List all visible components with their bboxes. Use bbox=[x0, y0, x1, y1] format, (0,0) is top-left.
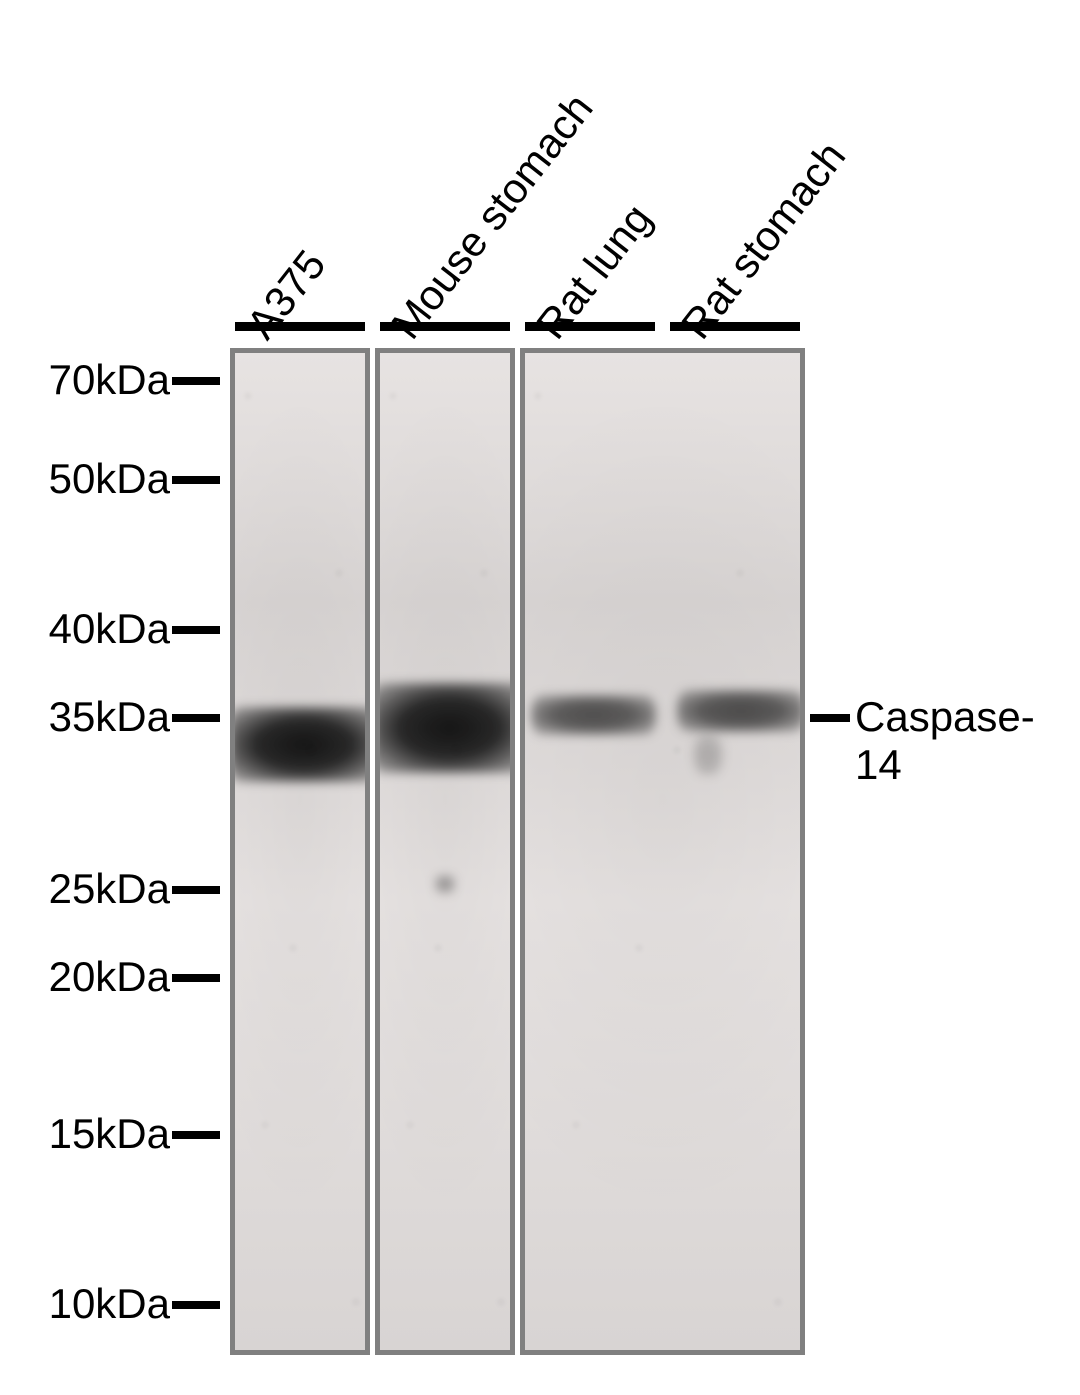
mw-label-0: 70kDa bbox=[0, 356, 170, 404]
mw-tick-3 bbox=[172, 714, 220, 722]
speckle bbox=[573, 1122, 579, 1128]
band-1-1 bbox=[435, 875, 455, 893]
speckle bbox=[674, 747, 680, 753]
protein-label: Caspase-14 bbox=[855, 693, 1080, 789]
speckle bbox=[353, 1299, 359, 1305]
speckle bbox=[481, 570, 487, 576]
mw-label-4: 25kDa bbox=[0, 865, 170, 913]
lane-marker-3 bbox=[670, 322, 800, 331]
speckle bbox=[737, 570, 743, 576]
lane-marker-2 bbox=[525, 322, 655, 331]
speckle bbox=[535, 393, 541, 399]
speckle bbox=[407, 1122, 413, 1128]
speckle bbox=[435, 945, 441, 951]
speckle bbox=[262, 1122, 268, 1128]
band-1-0 bbox=[375, 683, 515, 773]
speckle bbox=[498, 1299, 504, 1305]
mw-tick-2 bbox=[172, 626, 220, 634]
blot-strip-bg-1 bbox=[380, 353, 510, 1350]
mw-label-1: 50kDa bbox=[0, 455, 170, 503]
band-2-2 bbox=[693, 735, 723, 775]
mw-label-3: 35kDa bbox=[0, 693, 170, 741]
blot-strip-0 bbox=[230, 348, 370, 1355]
mw-tick-5 bbox=[172, 974, 220, 982]
speckle bbox=[636, 945, 642, 951]
protein-tick bbox=[810, 714, 850, 722]
mw-tick-0 bbox=[172, 377, 220, 385]
lane-label-3: Rat stomach bbox=[672, 133, 855, 348]
blot-strip-1 bbox=[375, 348, 515, 1355]
mw-label-5: 20kDa bbox=[0, 953, 170, 1001]
speckle bbox=[453, 747, 459, 753]
blot-strip-bg-2 bbox=[525, 353, 800, 1350]
band-2-1 bbox=[677, 690, 805, 732]
mw-label-7: 10kDa bbox=[0, 1280, 170, 1328]
speckle bbox=[390, 393, 396, 399]
speckle bbox=[336, 570, 342, 576]
band-0-0 bbox=[230, 707, 370, 782]
mw-tick-7 bbox=[172, 1301, 220, 1309]
blot-strip-bg-0 bbox=[235, 353, 365, 1350]
lane-marker-1 bbox=[380, 322, 510, 331]
band-2-0 bbox=[531, 695, 656, 735]
speckle bbox=[775, 1299, 781, 1305]
mw-tick-4 bbox=[172, 886, 220, 894]
speckle bbox=[245, 393, 251, 399]
lane-marker-0 bbox=[235, 322, 365, 331]
mw-tick-1 bbox=[172, 476, 220, 484]
blot-strip-2 bbox=[520, 348, 805, 1355]
lane-label-0: A375 bbox=[237, 241, 335, 348]
speckle bbox=[290, 945, 296, 951]
mw-label-6: 15kDa bbox=[0, 1110, 170, 1158]
mw-label-2: 40kDa bbox=[0, 605, 170, 653]
speckle bbox=[308, 747, 314, 753]
mw-tick-6 bbox=[172, 1131, 220, 1139]
